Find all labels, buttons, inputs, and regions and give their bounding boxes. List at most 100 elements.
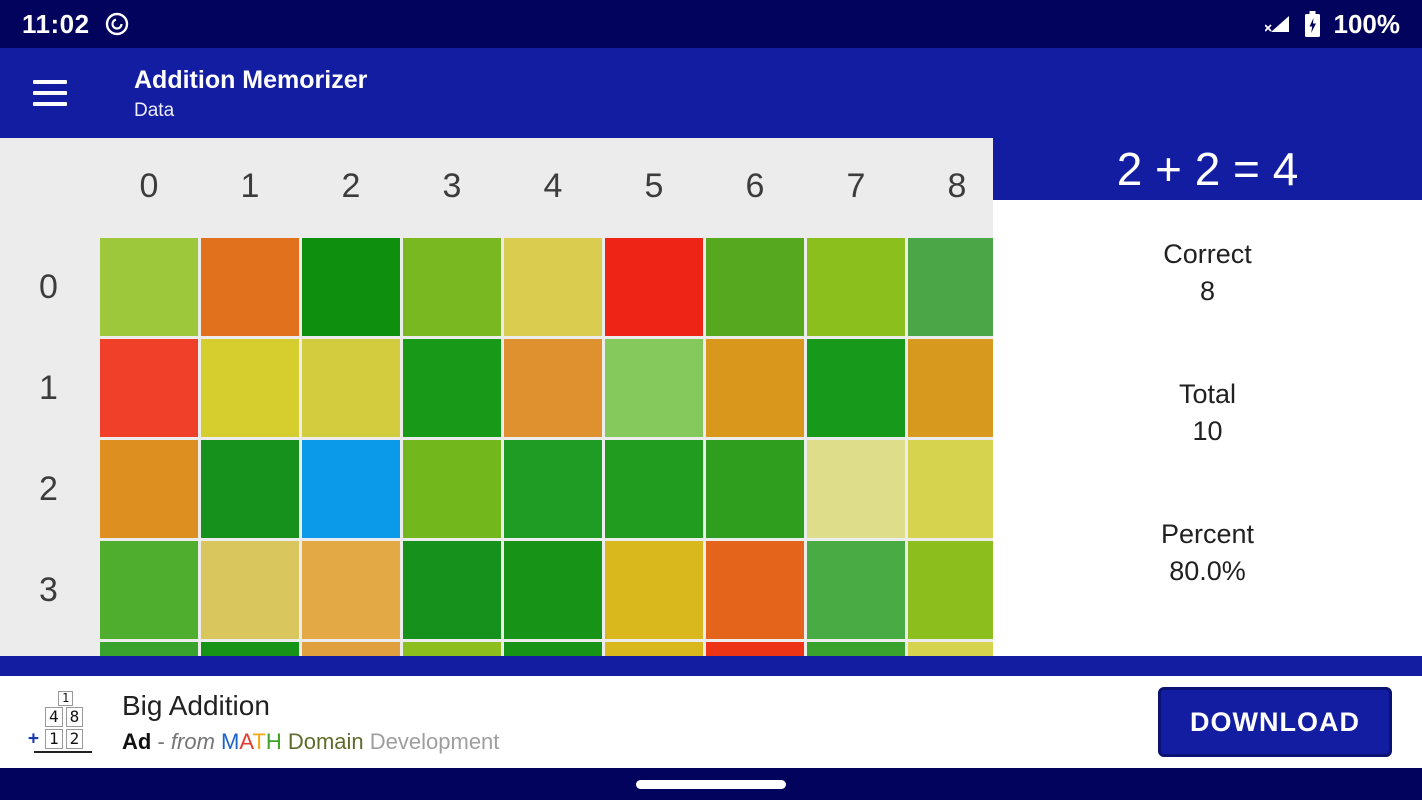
plus-sign: +: [28, 728, 39, 749]
page-subtitle: Data: [134, 100, 175, 121]
grid-cell[interactable]: [403, 238, 501, 336]
grid-cell[interactable]: [302, 339, 400, 437]
stat-value: 80.0%: [1169, 556, 1246, 586]
page-title: Addition Memorizer: [134, 66, 368, 94]
grid-cell[interactable]: [302, 440, 400, 538]
grid-corner: [0, 138, 97, 235]
brand-letter: H: [265, 729, 282, 754]
ad-brand-suffix: Development: [369, 729, 500, 754]
stats-panel: 2 + 2 = 4 Correct 8 Total 10 Percent 80.0%: [993, 138, 1422, 656]
grid-cell[interactable]: [908, 541, 993, 639]
grid-cell[interactable]: [908, 642, 993, 656]
grid-cell[interactable]: [807, 440, 905, 538]
grid-col-header: 6: [745, 167, 765, 205]
grid-cell[interactable]: [302, 541, 400, 639]
ad-from: from: [170, 729, 222, 754]
grid-cell[interactable]: [201, 339, 299, 437]
grid-cell[interactable]: [100, 541, 198, 639]
fact-grid: 0 1 2 3 4 5 6 7 8 0 1 2 3 4: [0, 138, 993, 656]
stat-value: 10: [1192, 416, 1223, 446]
grid-cell[interactable]: [201, 642, 299, 656]
grid-cell[interactable]: [706, 339, 804, 437]
stat-group: Total 10: [993, 376, 1422, 450]
stats-list: Correct 8 Total 10 Percent 80.0%: [993, 200, 1422, 656]
grid-cell[interactable]: [403, 440, 501, 538]
grid-cell[interactable]: [807, 541, 905, 639]
grid-col-header: 8: [947, 167, 967, 205]
grid-cell[interactable]: [403, 642, 501, 656]
grid-cell[interactable]: [100, 339, 198, 437]
signal-icon: [1264, 15, 1291, 33]
main-content: 0 1 2 3 4 5 6 7 8 0 1 2 3 4 2 + 2 = 4 Correct 8 Total 10…: [0, 138, 1422, 656]
grid-row-header: 1: [39, 368, 58, 407]
grid-cell[interactable]: [605, 339, 703, 437]
grid-col-header: 2: [341, 167, 361, 205]
battery-icon: [1304, 11, 1320, 37]
brand-letter: T: [252, 729, 266, 754]
grid-col-header: 4: [543, 167, 563, 205]
grid-cell[interactable]: [504, 541, 602, 639]
gesture-nav-bar: [0, 768, 1422, 800]
grid-col-header: 5: [644, 167, 664, 205]
stat-label: Total: [1178, 379, 1237, 409]
fact-grid-wrap: 0 1 2 3 4 5 6 7 8 0 1 2 3 4: [0, 138, 993, 656]
download-button[interactable]: DOWNLOAD: [1158, 687, 1392, 757]
ad-title: Big Addition: [122, 690, 270, 721]
grid-cell[interactable]: [908, 440, 993, 538]
grid-cell[interactable]: [504, 238, 602, 336]
grid-cell[interactable]: [504, 339, 602, 437]
grid-cell[interactable]: [201, 440, 299, 538]
brand-letter: A: [239, 729, 253, 754]
grid-cell[interactable]: [605, 642, 703, 656]
divider-bar: [0, 656, 1422, 676]
grid-cell[interactable]: [807, 238, 905, 336]
grid-row-header: 2: [39, 469, 58, 508]
clock: 11:02: [22, 8, 90, 39]
app-bar: Addition Memorizer Data: [0, 48, 1422, 138]
menu-icon[interactable]: [30, 73, 78, 113]
grid-cell[interactable]: [908, 339, 993, 437]
ad-icon-digit: 1: [45, 728, 63, 749]
grid-cell[interactable]: [706, 642, 804, 656]
grid-cell[interactable]: [504, 440, 602, 538]
grid-cell[interactable]: [100, 642, 198, 656]
grid-col-header: 0: [139, 167, 159, 205]
grid-cell[interactable]: [605, 440, 703, 538]
ad-brand: MATH: [221, 729, 282, 754]
ad-icon-digit: 4: [45, 707, 63, 727]
stat-group: Correct 8: [993, 236, 1422, 310]
stat-label: Correct: [1163, 239, 1252, 269]
battery-percent: 100%: [1333, 8, 1401, 39]
grid-cell[interactable]: [201, 238, 299, 336]
grid-cell[interactable]: [100, 238, 198, 336]
grid-col-header: 3: [442, 167, 462, 205]
grid-cell[interactable]: [201, 541, 299, 639]
ad-icon-digit: 2: [65, 728, 84, 749]
ad-brand-word: Domain: [281, 729, 370, 754]
grid-cell[interactable]: [403, 339, 501, 437]
ad-icon-carry-digit: 1: [58, 691, 74, 706]
grid-cell[interactable]: [100, 440, 198, 538]
ad-banner[interactable]: 1 4 8 + 1 2 Big Addition Ad - from MATH …: [0, 676, 1422, 768]
grid-cell[interactable]: [807, 339, 905, 437]
grid-cell[interactable]: [403, 541, 501, 639]
ad-icon-digit: 8: [65, 707, 84, 727]
status-bar: 11:02 100%: [0, 0, 1422, 48]
grid-cell[interactable]: [807, 642, 905, 656]
grid-cell[interactable]: [908, 238, 993, 336]
home-indicator[interactable]: [636, 779, 786, 789]
grid-cell[interactable]: [605, 541, 703, 639]
app-logo-icon: [104, 11, 130, 37]
grid-cell[interactable]: [706, 238, 804, 336]
ad-meta: Ad - from MATH Domain Development: [122, 729, 500, 754]
grid-col-header: 1: [240, 167, 260, 205]
grid-cell[interactable]: [302, 642, 400, 656]
grid-cell[interactable]: [302, 238, 400, 336]
grid-cell[interactable]: [706, 541, 804, 639]
ad-app-icon[interactable]: 1 4 8 + 1 2: [28, 686, 100, 758]
grid-row-header: 0: [39, 267, 58, 306]
grid-cell[interactable]: [706, 440, 804, 538]
stat-group: Percent 80.0%: [993, 516, 1422, 590]
grid-cell[interactable]: [504, 642, 602, 656]
grid-cell[interactable]: [605, 238, 703, 336]
